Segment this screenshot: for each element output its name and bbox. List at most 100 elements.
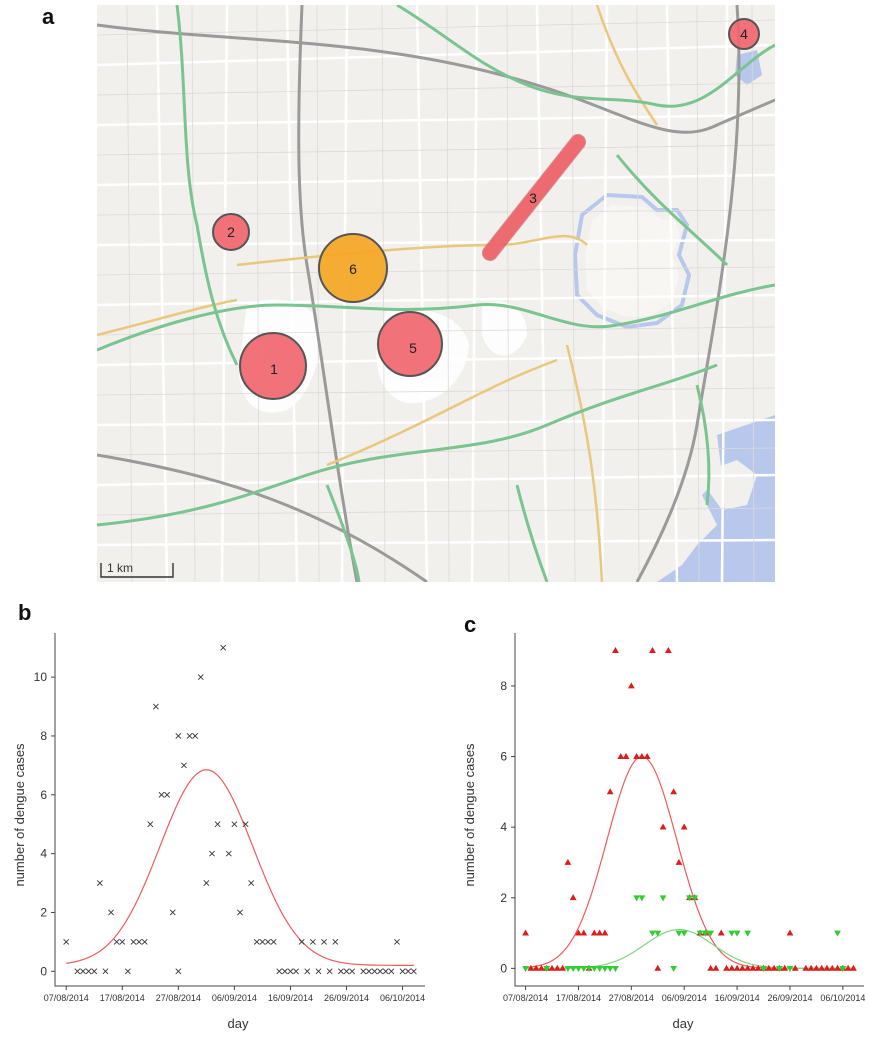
c-s0-point-52 xyxy=(802,964,810,971)
b-s0-point-37 xyxy=(270,938,277,945)
c-s1-point-21 xyxy=(691,895,699,902)
b-s0-point-47 xyxy=(326,968,333,975)
b-s0-point-58 xyxy=(394,938,400,945)
c-ytick-label-1: 2 xyxy=(500,891,507,905)
b-s0-point-10 xyxy=(124,968,131,975)
b-s0-point-7 xyxy=(108,909,114,916)
b-s0-point-22 xyxy=(186,733,193,739)
b-s0-point-1 xyxy=(74,968,81,975)
c-ytick-label-4: 8 xyxy=(500,679,507,693)
b-s0-point-27 xyxy=(214,821,221,828)
c-s0-point-35 xyxy=(707,964,715,971)
b-s0-point-50 xyxy=(343,968,350,975)
c-xtick-label-5: 26/09/2014 xyxy=(767,993,812,1003)
chart-c-ticks: 0 2 4 6 8 07/08/2014 17/08/2014 27/08/2014 06/09… xyxy=(500,679,865,1003)
c-s1-point-25 xyxy=(728,930,736,937)
b-xtick-label-5: 26/09/2014 xyxy=(324,993,369,1003)
c-s1-point-10 xyxy=(606,965,614,972)
chart-c-ylabel: number of dengue cases xyxy=(462,743,477,887)
c-s0-point-29 xyxy=(675,858,683,865)
b-s0-point-9 xyxy=(119,938,126,945)
b-s0-point-44 xyxy=(309,938,316,945)
b-xtick-label-1: 17/08/2014 xyxy=(100,993,145,1003)
b-s0-point-36 xyxy=(265,938,271,945)
c-xtick-label-3: 06/09/2014 xyxy=(662,993,707,1003)
b-s0-point-52 xyxy=(360,968,367,975)
c-s0-point-6 xyxy=(553,964,561,971)
site-label-6: 6 xyxy=(349,261,357,277)
scale-bar: 1 km xyxy=(100,561,174,578)
chart-b-ylabel: number of dengue cases xyxy=(12,743,27,887)
b-s0-point-26 xyxy=(209,850,215,857)
c-fit-curve-0 xyxy=(525,755,854,969)
c-s1-point-28 xyxy=(760,965,767,972)
c-s0-point-22 xyxy=(638,752,646,759)
c-s1-point-5 xyxy=(580,965,588,972)
c-s1-point-12 xyxy=(633,895,641,902)
site-marker-1[interactable] xyxy=(239,332,307,400)
b-s0-point-48 xyxy=(332,938,339,945)
c-s0-point-54 xyxy=(813,964,820,971)
b-xtick-label-2: 27/08/2014 xyxy=(156,993,201,1003)
site-label-4: 4 xyxy=(740,26,748,42)
c-s0-point-8 xyxy=(564,858,572,865)
c-s1-point-6 xyxy=(585,965,593,972)
b-s0-point-54 xyxy=(371,968,378,975)
c-s1-point-22 xyxy=(696,930,704,937)
c-s0-point-21 xyxy=(633,752,641,759)
b-s0-point-59 xyxy=(399,968,406,975)
b-s0-point-45 xyxy=(315,968,322,975)
site-marker-2[interactable] xyxy=(212,213,250,251)
c-s0-point-60 xyxy=(844,964,852,971)
b-s0-point-53 xyxy=(366,968,372,975)
c-s0-point-42 xyxy=(744,964,752,971)
b-s0-point-29 xyxy=(225,850,232,857)
c-axis-lines xyxy=(514,633,864,987)
b-s0-point-39 xyxy=(281,968,288,975)
c-s0-point-28 xyxy=(670,788,678,795)
c-s0-point-10 xyxy=(575,929,582,936)
chart-b-xlabel: day xyxy=(228,1016,249,1031)
b-s0-point-2 xyxy=(80,968,86,975)
c-s1-point-29 xyxy=(775,965,783,972)
c-s1-point-4 xyxy=(575,965,582,972)
c-s0-point-40 xyxy=(733,964,741,971)
c-s0-point-56 xyxy=(823,964,831,971)
b-s0-point-43 xyxy=(304,968,311,975)
c-s1-point-9 xyxy=(601,965,609,972)
site-marker-3[interactable] xyxy=(483,135,585,260)
c-s0-point-9 xyxy=(569,894,577,901)
site-marker-6[interactable] xyxy=(318,233,388,303)
c-s0-point-27 xyxy=(664,647,672,654)
b-s0-point-11 xyxy=(130,938,137,945)
c-s0-point-20 xyxy=(627,682,635,689)
b-s0-point-21 xyxy=(181,762,187,769)
b-s0-point-6 xyxy=(102,968,109,975)
b-s0-point-46 xyxy=(321,938,328,945)
site-marker-5[interactable] xyxy=(377,311,443,377)
c-s0-point-57 xyxy=(828,964,836,971)
b-ytick-label-0: 0 xyxy=(40,964,47,978)
b-s0-point-3 xyxy=(85,968,92,975)
chart-b-ticks: 0 2 4 6 8 10 07/08/2014 17/08/2014 27/08/2014 06/… xyxy=(34,670,425,1003)
c-s0-point-50 xyxy=(786,929,794,936)
c-s1-point-32 xyxy=(839,965,847,972)
chart-b-points xyxy=(63,644,417,975)
c-s1-point-11 xyxy=(612,965,619,972)
b-s0-point-0 xyxy=(63,938,70,945)
b-s0-point-24 xyxy=(197,674,204,681)
c-s0-point-51 xyxy=(791,964,799,971)
c-s0-point-24 xyxy=(649,647,656,654)
c-ytick-label-2: 4 xyxy=(500,820,507,834)
site-label-1: 1 xyxy=(270,361,278,377)
c-s1-point-16 xyxy=(659,895,667,902)
c-s0-point-2 xyxy=(532,964,540,971)
c-s1-point-23 xyxy=(701,930,709,937)
dengue-site-map[interactable]: 1 km 1 2 3 4 5 6 xyxy=(97,5,775,582)
b-s0-point-31 xyxy=(237,909,243,916)
c-s0-point-37 xyxy=(717,929,725,936)
c-s1-point-1 xyxy=(543,965,551,972)
c-s0-point-53 xyxy=(807,964,815,971)
c-s0-point-49 xyxy=(781,964,789,971)
site-marker-4[interactable] xyxy=(728,18,760,50)
